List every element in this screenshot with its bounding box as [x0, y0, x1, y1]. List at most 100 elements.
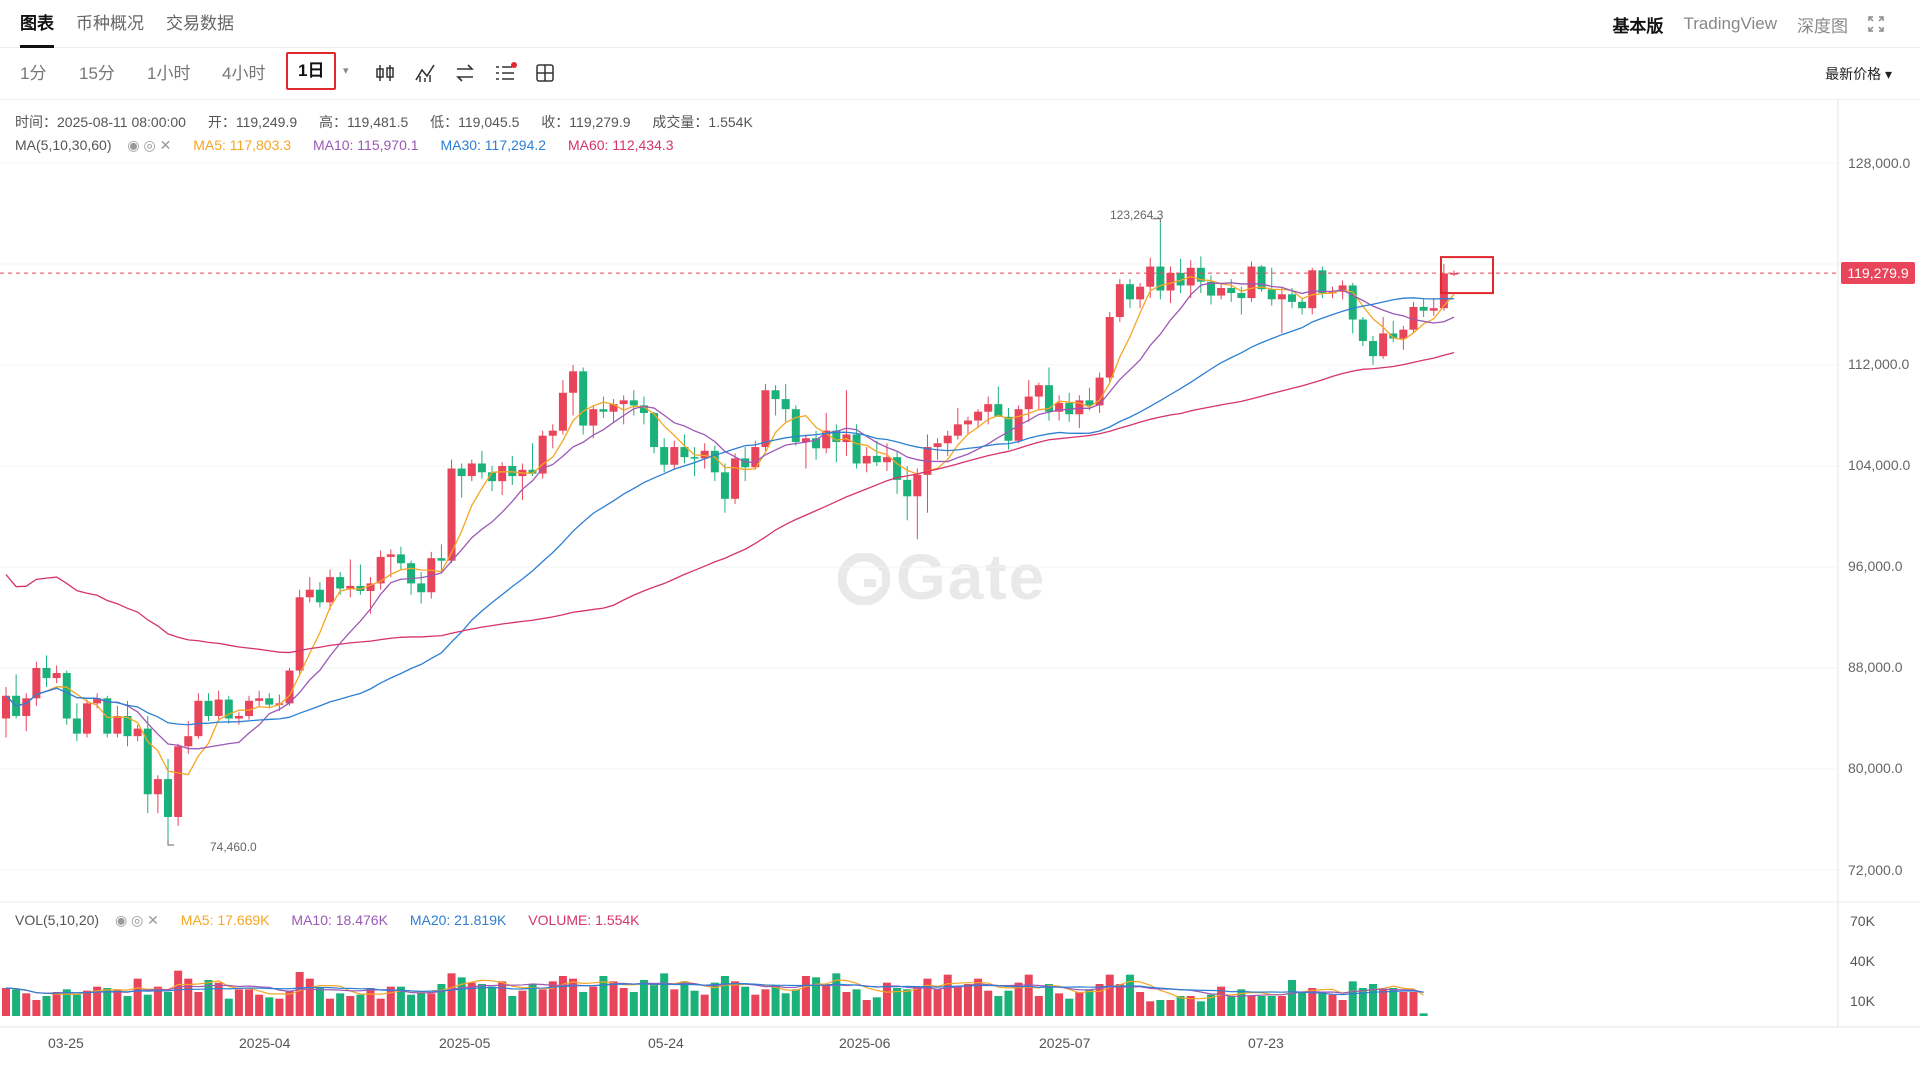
- timeframe-1m[interactable]: 1分: [20, 64, 47, 83]
- tab-overview[interactable]: 币种概况: [76, 14, 144, 33]
- volume-bar: [305, 978, 314, 1016]
- volume-bar: [1298, 992, 1307, 1016]
- candle-body: [295, 597, 304, 671]
- volume-bar: [1206, 994, 1215, 1016]
- timeframe-1h[interactable]: 1小时: [147, 64, 191, 83]
- current-price-tag: 119,279.9: [1841, 262, 1915, 284]
- candle-body: [812, 438, 821, 449]
- candle-body: [1287, 294, 1296, 302]
- swap-icon[interactable]: [454, 62, 476, 84]
- volume-bar: [93, 986, 102, 1016]
- volume-bar: [42, 996, 51, 1016]
- candle-body: [72, 718, 81, 734]
- volume-bar: [690, 990, 699, 1016]
- timeframe-1d[interactable]: 1日: [286, 52, 349, 90]
- candle-body: [548, 430, 557, 436]
- price-tick: 96,000.0: [1848, 558, 1903, 574]
- candle-body: [366, 583, 375, 591]
- volume-bar: [234, 989, 243, 1016]
- volume-bar: [812, 977, 821, 1016]
- volume-bar: [295, 972, 304, 1016]
- notification-dot: [511, 62, 517, 68]
- eye-icon[interactable]: ◉ ◎ ✕: [114, 912, 159, 928]
- candle-body: [305, 589, 314, 598]
- candle-body: [1358, 319, 1367, 342]
- candle-body: [1368, 341, 1377, 357]
- candle-body: [1318, 270, 1327, 294]
- settings-list-icon[interactable]: [494, 62, 516, 84]
- volume-bar: [913, 986, 922, 1016]
- candle-body: [680, 447, 689, 458]
- candle-body: [619, 400, 628, 405]
- timeframe-15m[interactable]: 15分: [79, 64, 115, 83]
- volume-bar: [326, 998, 335, 1016]
- candle-body: [629, 400, 638, 406]
- candle-body: [477, 463, 486, 473]
- view-depth[interactable]: 深度图: [1797, 16, 1848, 36]
- candle-body: [1399, 329, 1408, 339]
- vol-ma5: MA5: 17.669K: [180, 912, 270, 928]
- ohlc-high: 高：119,481.5: [319, 114, 409, 130]
- volume-bar: [275, 998, 284, 1016]
- candle-body: [113, 715, 122, 734]
- candle-body: [1267, 289, 1276, 300]
- candle-body: [639, 405, 648, 413]
- eye-icon[interactable]: ◉ ◎ ✕: [127, 137, 172, 153]
- volume-bar: [650, 984, 659, 1016]
- top-nav: 图表 币种概况 交易数据 基本版 TradingView 深度图: [0, 0, 1920, 48]
- volume-bar: [153, 986, 162, 1016]
- candle-body: [376, 556, 385, 584]
- view-tradingview[interactable]: TradingView: [1683, 14, 1777, 33]
- tab-trade-data[interactable]: 交易数据: [166, 14, 234, 33]
- candle-body: [498, 466, 507, 482]
- candle-type-icon[interactable]: [374, 62, 396, 84]
- high-marker: [1152, 218, 1161, 223]
- volume-bar: [1368, 984, 1377, 1016]
- candle-body: [396, 554, 405, 564]
- candle-body: [1348, 285, 1357, 320]
- layout-icon[interactable]: [534, 62, 556, 84]
- volume-bar: [1267, 996, 1276, 1016]
- x-tick: 2025-07: [1039, 1035, 1091, 1051]
- ma-line: [5, 275, 1455, 776]
- view-basic[interactable]: 基本版: [1612, 16, 1664, 36]
- candle-body: [558, 392, 567, 431]
- volume-bar: [1055, 993, 1064, 1016]
- candle-body: [710, 450, 719, 473]
- price-tick: 88,000.0: [1848, 659, 1903, 675]
- volume-bar: [569, 978, 578, 1016]
- volume-tick: 70K: [1850, 913, 1875, 929]
- fullscreen-icon[interactable]: [1868, 16, 1884, 32]
- volume-bar: [903, 989, 912, 1016]
- volume-bar: [204, 980, 213, 1016]
- volume-bar: [72, 994, 81, 1016]
- volume-bar: [1247, 996, 1256, 1016]
- volume-bar: [285, 990, 294, 1016]
- candle-body: [1217, 287, 1226, 296]
- candle-body: [1247, 266, 1256, 299]
- volume-bar: [224, 998, 233, 1016]
- timeframe-4h[interactable]: 4小时: [222, 64, 266, 83]
- candle-body: [1125, 284, 1134, 300]
- volume-bar: [447, 973, 456, 1016]
- volume-bar: [548, 981, 557, 1016]
- volume-bar: [1257, 996, 1266, 1016]
- volume-bar: [1004, 990, 1013, 1016]
- price-tick: 104,000.0: [1848, 457, 1911, 473]
- candle-body: [943, 435, 952, 444]
- indicator-icon[interactable]: [414, 62, 436, 84]
- volume-bar: [1146, 1001, 1155, 1016]
- candle-body: [1237, 293, 1246, 299]
- candle-body: [1429, 308, 1438, 311]
- volume-bar: [265, 997, 274, 1016]
- tab-chart[interactable]: 图表: [20, 0, 54, 48]
- volume-bar: [710, 982, 719, 1016]
- volume-bar: [2, 988, 10, 1016]
- price-type-select[interactable]: 最新价格 ▾: [1825, 66, 1892, 82]
- volume-bar: [558, 976, 567, 1016]
- volume-bar: [761, 989, 770, 1016]
- candle-body: [62, 673, 71, 719]
- candle-body: [133, 728, 142, 737]
- volume-bar: [498, 981, 507, 1016]
